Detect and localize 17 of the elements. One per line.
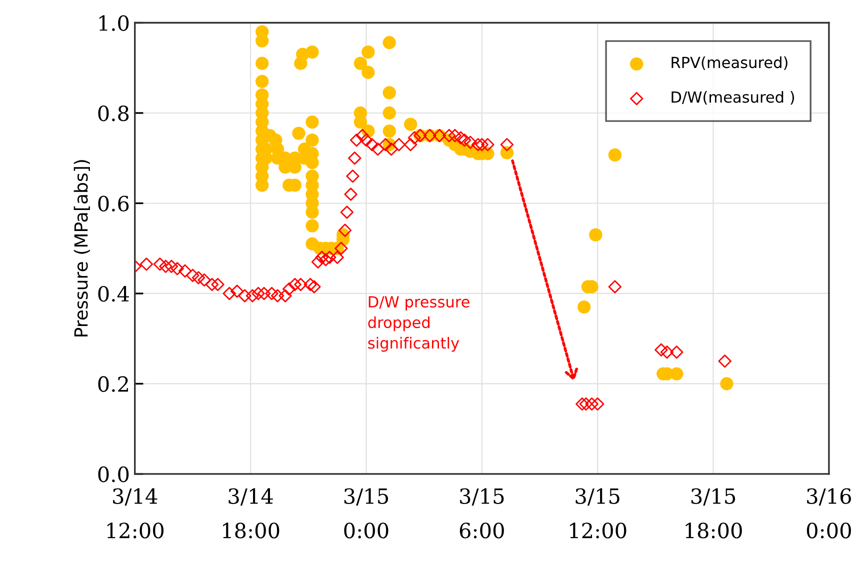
x-tick-label: 3/15 6:00 <box>460 488 504 538</box>
x-tick-label: 3/15 12:00 <box>570 488 626 538</box>
legend-label: D/W(measured ) <box>672 91 794 105</box>
x-tick-label: 3/16 0:00 <box>806 488 852 538</box>
y-tick-label: 0.6 <box>98 196 129 212</box>
y-tick-label: 0.2 <box>98 376 128 392</box>
y-axis-title: Pressure (MPa[abs]) <box>74 160 90 336</box>
x-tick-label: 3/14 18:00 <box>223 488 280 538</box>
y-tick-label: 0.0 <box>98 466 129 482</box>
x-tick-label: 3/15 18:00 <box>686 488 742 538</box>
x-tick-label: 3/14 12:00 <box>107 488 164 538</box>
y-tick-label: 0.8 <box>98 105 129 122</box>
y-tick-label: 0.4 <box>98 286 129 302</box>
annotation: D/W pressure dropped significantly <box>368 296 470 352</box>
y-tick-label: 1.0 <box>99 15 129 31</box>
x-tick-label: 3/15 0:00 <box>344 488 388 538</box>
legend-label: RPV(measured) <box>672 56 788 70</box>
